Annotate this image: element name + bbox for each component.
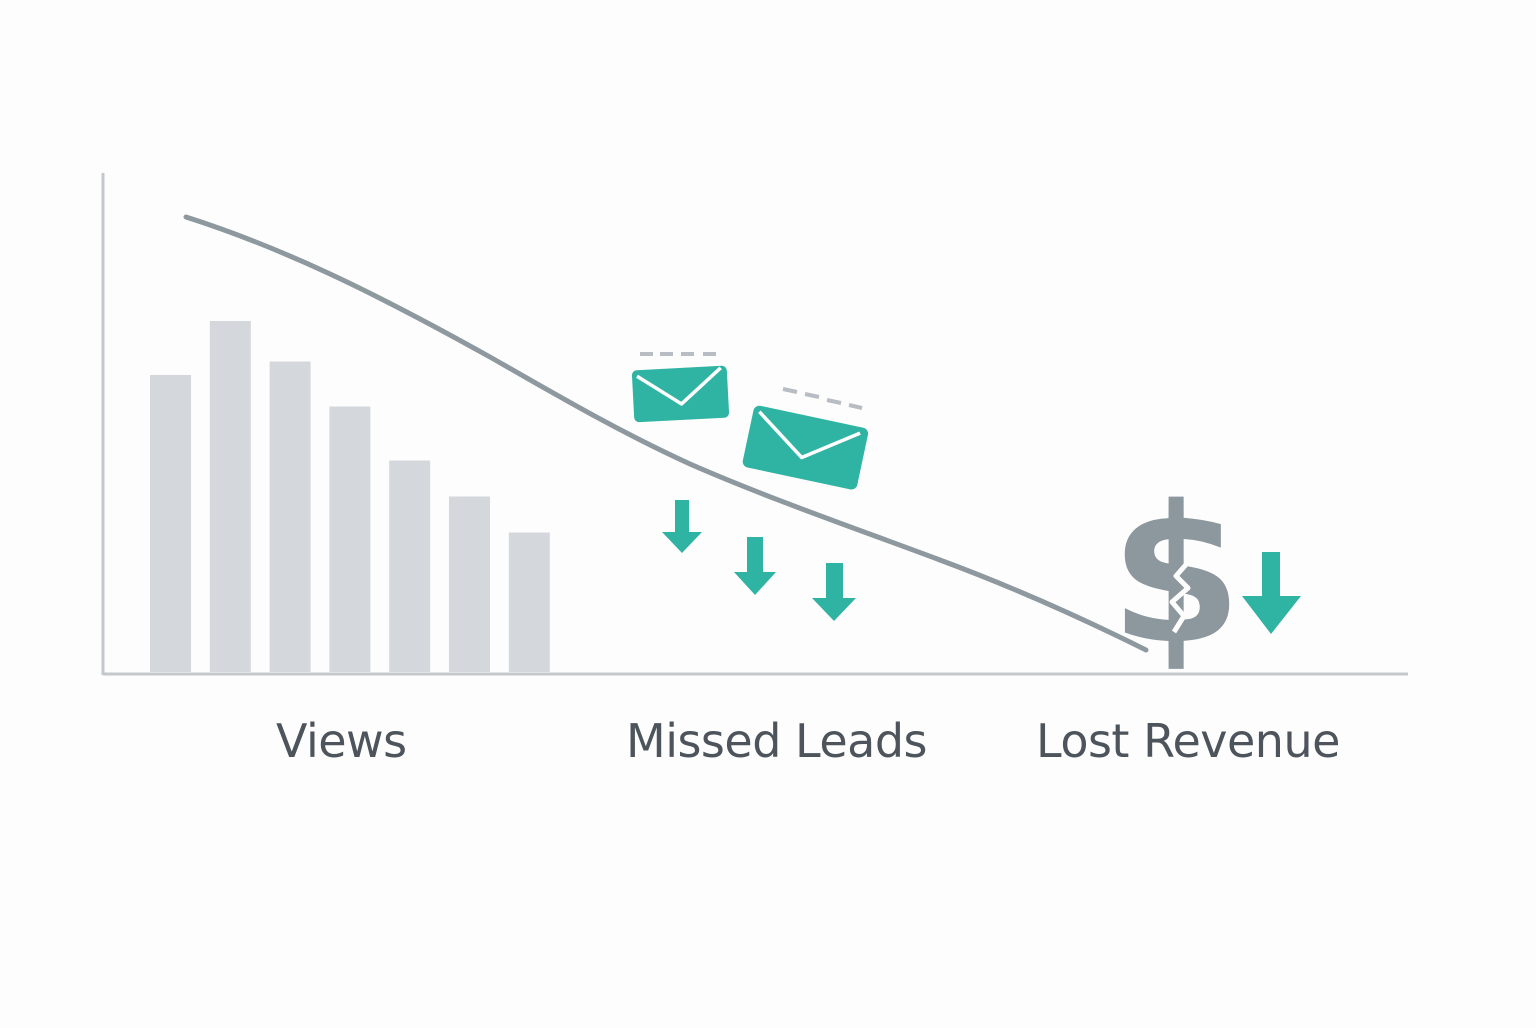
bar (508, 532, 550, 672)
stage-label-lost-revenue: Lost Revenue (1036, 714, 1340, 768)
envelope-icon (631, 365, 730, 423)
motion-dash (782, 387, 798, 394)
stage-label-views: Views (276, 714, 407, 768)
bar (389, 460, 431, 672)
motion-dash (848, 403, 863, 410)
motion-dash (826, 398, 842, 405)
motion-dashes (640, 352, 863, 410)
bar (209, 321, 251, 672)
trend-line (183, 214, 1149, 653)
down-arrow-icon (812, 563, 856, 621)
down-arrow-icon (1242, 552, 1301, 634)
dollar-crack (1169, 558, 1192, 634)
bar (449, 496, 490, 672)
bars-group (150, 321, 550, 672)
down-arrow-icon (734, 537, 776, 595)
stage-label-missed-leads: Missed Leads (626, 714, 928, 768)
envelope-icon (742, 405, 869, 490)
down-arrow-icon (662, 500, 702, 553)
motion-dash (804, 392, 820, 399)
bar (329, 406, 371, 672)
bar (269, 361, 311, 672)
bar (150, 375, 191, 672)
